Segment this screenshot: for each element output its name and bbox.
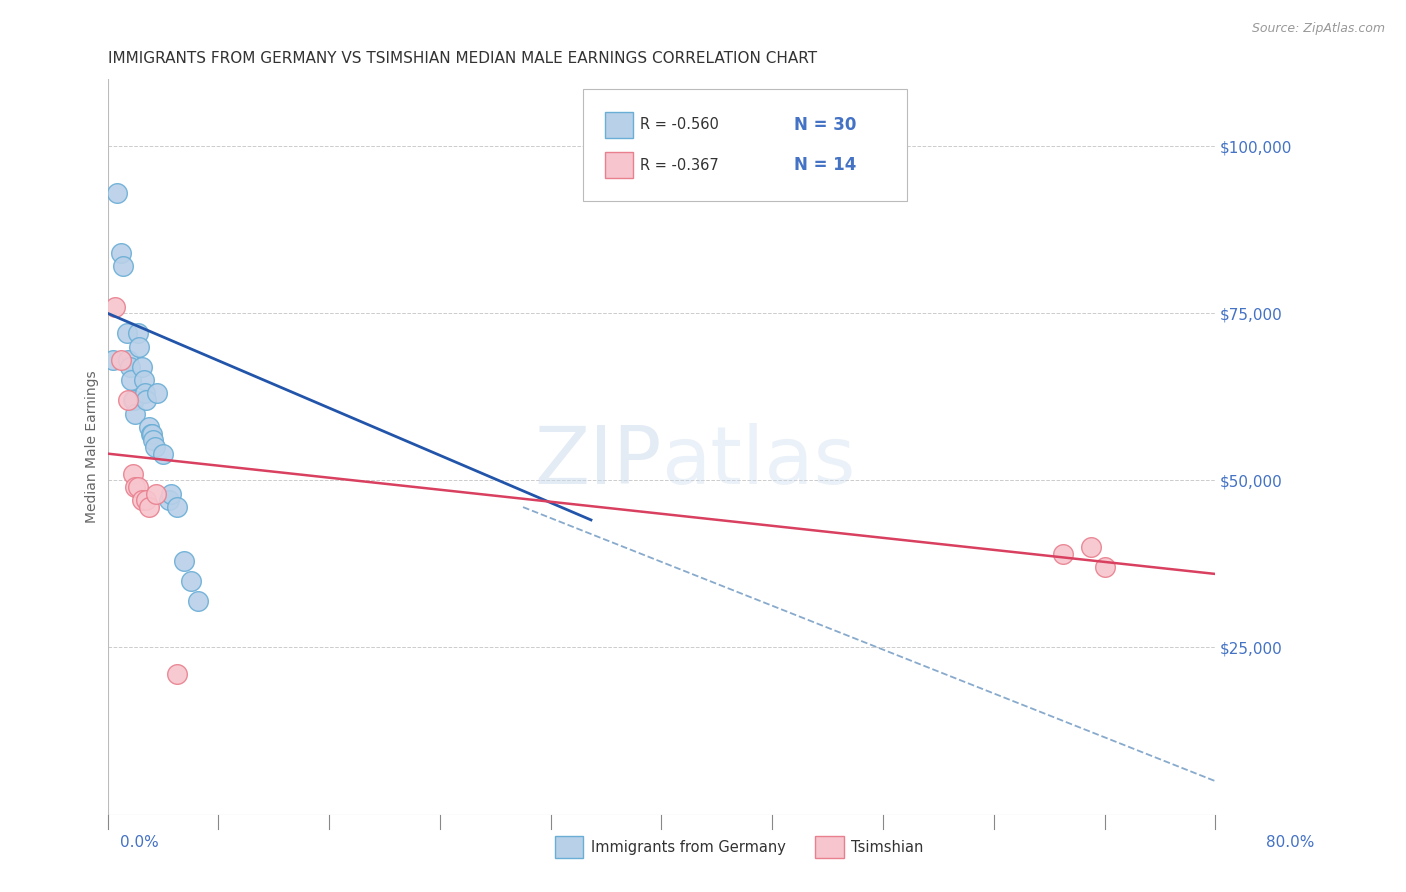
- Point: [105, 186, 128, 200]
- Text: R = -0.560: R = -0.560: [640, 118, 718, 132]
- Point: [128, 340, 150, 354]
- Point: [1080, 540, 1102, 554]
- Point: [124, 407, 146, 421]
- Text: Tsimshian: Tsimshian: [851, 840, 922, 855]
- Point: [110, 246, 132, 260]
- Point: [146, 386, 169, 401]
- Point: [135, 393, 157, 408]
- Text: Immigrants from Germany: Immigrants from Germany: [591, 840, 786, 855]
- Point: [121, 467, 143, 481]
- Point: [166, 500, 188, 515]
- Point: [127, 326, 149, 341]
- Point: [131, 493, 153, 508]
- Point: [180, 574, 202, 588]
- Text: atlas: atlas: [661, 423, 856, 500]
- Point: [1094, 560, 1116, 574]
- Point: [135, 493, 157, 508]
- Point: [132, 373, 155, 387]
- Text: N = 14: N = 14: [794, 156, 856, 174]
- Point: [187, 593, 209, 607]
- Point: [138, 420, 160, 434]
- Point: [121, 393, 143, 408]
- Point: [145, 487, 167, 501]
- Point: [166, 667, 188, 681]
- Point: [152, 447, 174, 461]
- Point: [124, 480, 146, 494]
- Point: [111, 260, 134, 274]
- Text: 80.0%: 80.0%: [1267, 836, 1315, 850]
- Point: [103, 300, 125, 314]
- Point: [101, 353, 124, 368]
- Point: [117, 353, 139, 368]
- Point: [122, 393, 145, 408]
- Point: [160, 487, 183, 501]
- Point: [134, 386, 156, 401]
- Point: [131, 359, 153, 374]
- Point: [142, 434, 165, 448]
- Text: ZIP: ZIP: [534, 423, 661, 500]
- Y-axis label: Median Male Earnings: Median Male Earnings: [86, 371, 100, 524]
- Point: [127, 480, 149, 494]
- Point: [141, 426, 163, 441]
- Text: 0.0%: 0.0%: [120, 836, 159, 850]
- Point: [139, 426, 162, 441]
- Point: [120, 373, 142, 387]
- Text: R = -0.367: R = -0.367: [640, 158, 718, 172]
- Point: [110, 353, 132, 368]
- Point: [173, 553, 195, 567]
- Point: [138, 500, 160, 515]
- Text: Source: ZipAtlas.com: Source: ZipAtlas.com: [1251, 22, 1385, 36]
- Point: [118, 359, 141, 374]
- Point: [143, 440, 166, 454]
- Text: IMMIGRANTS FROM GERMANY VS TSIMSHIAN MEDIAN MALE EARNINGS CORRELATION CHART: IMMIGRANTS FROM GERMANY VS TSIMSHIAN MED…: [108, 51, 817, 66]
- Text: N = 30: N = 30: [794, 116, 856, 134]
- Point: [117, 393, 139, 408]
- Point: [1052, 547, 1074, 561]
- Point: [157, 493, 180, 508]
- Point: [115, 326, 138, 341]
